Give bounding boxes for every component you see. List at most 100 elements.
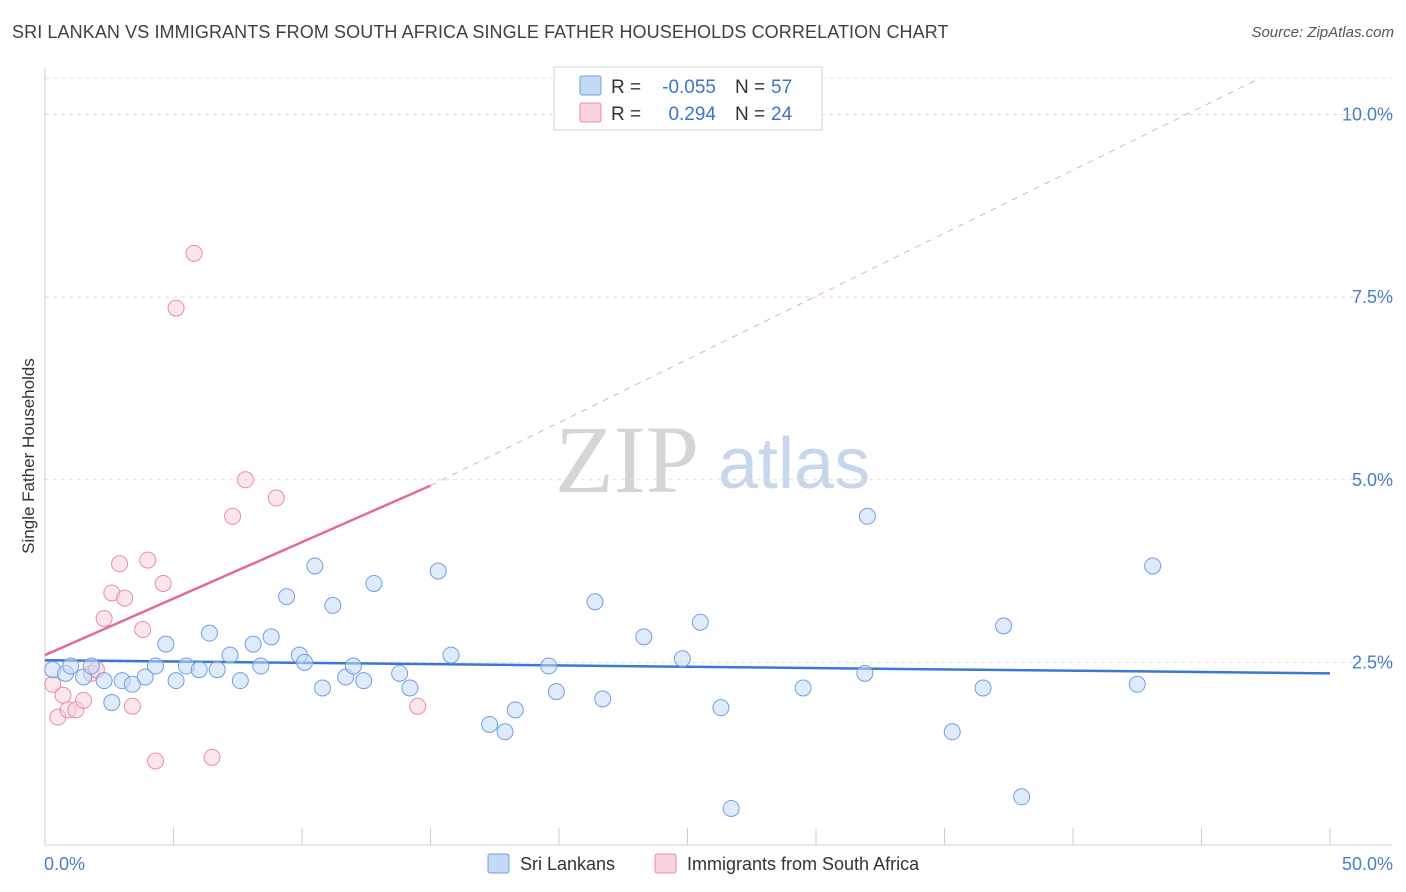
point-sri-lankans bbox=[231, 672, 249, 690]
point-sri-lankans bbox=[244, 635, 262, 653]
point-sri-lankans bbox=[401, 679, 419, 697]
legend-n-label-2: N = bbox=[735, 104, 765, 125]
point-sri-lankans bbox=[1013, 788, 1031, 806]
watermark-zip: ZIP bbox=[555, 406, 699, 513]
point-sri-lankans bbox=[722, 799, 740, 817]
point-south-africa bbox=[236, 471, 254, 489]
y-tick-label: 10.0% bbox=[1342, 105, 1393, 125]
chart-source: Source: ZipAtlas.com bbox=[1251, 24, 1394, 41]
gridlines bbox=[45, 77, 1392, 663]
bottom-legend-south-africa: Immigrants from South Africa bbox=[687, 854, 920, 874]
legend-r-value-2: 0.294 bbox=[668, 104, 716, 125]
point-sri-lankans bbox=[496, 723, 514, 741]
point-sri-lankans bbox=[190, 661, 208, 679]
point-sri-lankans bbox=[506, 701, 524, 719]
point-south-africa bbox=[116, 589, 134, 607]
point-sri-lankans bbox=[442, 646, 460, 664]
point-sri-lankans bbox=[123, 675, 141, 693]
point-sri-lankans bbox=[673, 650, 691, 668]
point-sri-lankans bbox=[481, 715, 499, 733]
point-south-africa bbox=[134, 621, 152, 639]
point-south-africa bbox=[224, 507, 242, 525]
point-sri-lankans bbox=[252, 657, 270, 675]
point-sri-lankans bbox=[691, 613, 709, 631]
bottom-legend-sri-lankans: Sri Lankans bbox=[520, 854, 615, 874]
y-tick-label: 2.5% bbox=[1352, 652, 1393, 672]
point-sri-lankans bbox=[167, 672, 185, 690]
point-sri-lankans bbox=[1144, 557, 1162, 575]
x-tick-label-max: 50.0% bbox=[1342, 854, 1393, 874]
point-sri-lankans bbox=[391, 664, 409, 682]
point-sri-lankans bbox=[95, 672, 113, 690]
trend-line-south-africa bbox=[44, 484, 432, 657]
data-points bbox=[44, 244, 1162, 817]
point-sri-lankans bbox=[943, 723, 961, 741]
point-south-africa bbox=[167, 299, 185, 317]
chart-title: SRI LANKAN VS IMMIGRANTS FROM SOUTH AFRI… bbox=[12, 22, 949, 42]
point-south-africa bbox=[154, 574, 172, 592]
point-sri-lankans bbox=[314, 679, 332, 697]
point-sri-lankans bbox=[547, 683, 565, 701]
point-sri-lankans bbox=[82, 657, 100, 675]
point-sri-lankans bbox=[995, 617, 1013, 635]
legend-n-label-1: N = bbox=[735, 77, 765, 98]
point-south-africa bbox=[111, 555, 129, 573]
legend-r-value-1: -0.055 bbox=[662, 77, 716, 98]
point-sri-lankans bbox=[62, 657, 80, 675]
legend-swatch-sri-lankans bbox=[579, 75, 602, 96]
y-tick-label: 5.0% bbox=[1352, 470, 1393, 490]
trend-line-south-africa-extension bbox=[430, 77, 1261, 487]
legend-n-value-1: 57 bbox=[771, 77, 792, 98]
point-south-africa bbox=[139, 551, 157, 569]
legend-n-value-2: 24 bbox=[771, 104, 793, 125]
point-sri-lankans bbox=[296, 653, 314, 671]
point-sri-lankans bbox=[306, 557, 324, 575]
point-sri-lankans bbox=[221, 646, 239, 664]
point-sri-lankans bbox=[157, 635, 175, 653]
point-sri-lankans bbox=[974, 679, 992, 697]
point-sri-lankans bbox=[856, 664, 874, 682]
point-south-africa bbox=[54, 686, 72, 704]
point-sri-lankans bbox=[200, 624, 218, 642]
point-sri-lankans bbox=[147, 657, 165, 675]
point-sri-lankans bbox=[635, 628, 653, 646]
point-sri-lankans bbox=[712, 699, 730, 717]
point-sri-lankans bbox=[103, 694, 121, 712]
point-sri-lankans bbox=[344, 657, 362, 675]
point-sri-lankans bbox=[858, 507, 876, 525]
point-south-africa bbox=[203, 748, 221, 766]
bottom-legend-swatch-south-africa bbox=[654, 853, 677, 874]
bottom-legend-swatch-sri-lankans bbox=[487, 853, 510, 874]
point-sri-lankans bbox=[278, 588, 296, 606]
y-tick-label: 7.5% bbox=[1352, 287, 1393, 307]
point-sri-lankans bbox=[208, 661, 226, 679]
correlation-legend: R = -0.055 N = 57 R = 0.294 N = 24 bbox=[553, 66, 823, 131]
point-south-africa bbox=[75, 691, 93, 709]
point-south-africa bbox=[147, 752, 165, 770]
watermark-atlas: atlas bbox=[718, 424, 870, 504]
point-south-africa bbox=[185, 244, 203, 262]
point-sri-lankans bbox=[262, 628, 280, 646]
point-south-africa bbox=[123, 697, 141, 715]
point-south-africa bbox=[95, 610, 113, 628]
point-sri-lankans bbox=[586, 593, 604, 611]
point-sri-lankans bbox=[355, 672, 373, 690]
series-legend: Sri Lankans Immigrants from South Africa bbox=[487, 853, 920, 874]
axes: 2.5% 5.0% 7.5% 10.0% 0.0% 50.0% bbox=[44, 68, 1393, 874]
legend-r-label-1: R = bbox=[611, 77, 641, 98]
point-sri-lankans bbox=[365, 574, 383, 592]
point-sri-lankans bbox=[594, 690, 612, 708]
point-sri-lankans bbox=[1128, 675, 1146, 693]
point-sri-lankans bbox=[429, 562, 447, 580]
point-sri-lankans bbox=[540, 657, 558, 675]
trend-lines bbox=[44, 77, 1331, 675]
legend-swatch-south-africa bbox=[579, 102, 602, 123]
y-axis-label: Single Father Households bbox=[19, 358, 38, 554]
point-sri-lankans bbox=[324, 596, 342, 614]
x-tick-label-min: 0.0% bbox=[44, 854, 85, 874]
point-south-africa bbox=[409, 697, 427, 715]
point-sri-lankans bbox=[136, 668, 154, 686]
point-south-africa bbox=[267, 489, 285, 507]
legend-r-label-2: R = bbox=[611, 104, 641, 125]
